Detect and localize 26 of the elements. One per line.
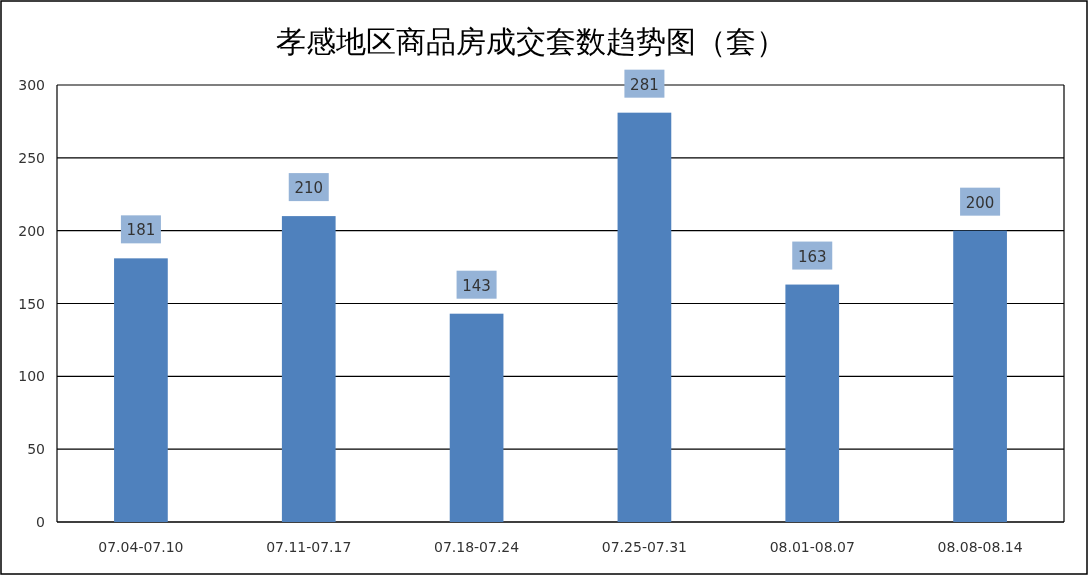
bar: [617, 112, 672, 522]
x-tick-label: 08.08-08.14: [937, 539, 1023, 555]
data-label: 200: [965, 193, 995, 212]
x-tick-label: 07.25-07.31: [601, 539, 688, 555]
bar: [114, 258, 168, 522]
x-tick-label: 07.18-07.24: [433, 539, 520, 555]
y-tick-label: 100: [18, 368, 45, 385]
data-label: 210: [294, 179, 324, 198]
y-tick-label: 250: [18, 149, 45, 166]
data-label: 163: [797, 247, 827, 266]
data-label: 181: [126, 221, 156, 240]
bar: [785, 284, 840, 522]
bar: [281, 216, 336, 522]
y-tick-label: 0: [36, 514, 45, 530]
bar: [449, 313, 504, 522]
x-tick-label: 07.11-07.17: [266, 539, 352, 555]
bar: [953, 230, 1007, 522]
data-label: 143: [462, 276, 491, 295]
y-tick-label: 300: [18, 77, 45, 93]
y-tick-label: 150: [18, 295, 45, 312]
y-tick-label: 50: [27, 441, 45, 458]
chart-title: 孝感地区商品房成交套数趋势图（套）: [275, 24, 786, 59]
x-tick-label: 08.01-08.07: [769, 539, 855, 555]
y-tick-label: 200: [18, 222, 45, 239]
data-label: 281: [630, 75, 659, 94]
x-tick-label: 07.04-07.10: [98, 539, 184, 555]
